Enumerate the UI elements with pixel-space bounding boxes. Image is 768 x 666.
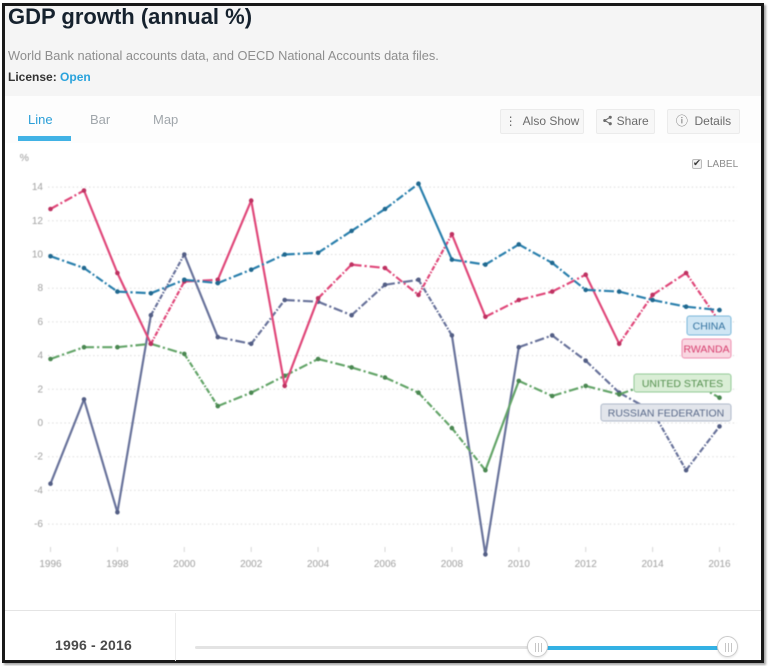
svg-text:10: 10 (32, 250, 44, 261)
svg-text:2010: 2010 (508, 559, 531, 570)
svg-text:6: 6 (37, 317, 43, 328)
svg-text:CHINA: CHINA (693, 320, 726, 332)
svg-text:2016: 2016 (708, 559, 731, 570)
svg-text:2002: 2002 (240, 559, 263, 570)
svg-text:RUSSIAN FEDERATION: RUSSIAN FEDERATION (608, 407, 724, 419)
svg-text:2004: 2004 (307, 559, 330, 570)
svg-text:%: % (20, 152, 29, 164)
svg-text:8: 8 (37, 283, 43, 294)
svg-text:14: 14 (32, 182, 44, 193)
svg-text:2: 2 (37, 384, 43, 395)
svg-text:2000: 2000 (173, 559, 196, 570)
svg-text:-4: -4 (34, 485, 43, 496)
svg-text:0: 0 (37, 418, 43, 429)
svg-text:2012: 2012 (575, 559, 598, 570)
svg-text:RWANDA: RWANDA (683, 343, 729, 355)
svg-text:1996: 1996 (39, 559, 62, 570)
svg-text:2006: 2006 (374, 559, 397, 570)
svg-text:12: 12 (32, 216, 44, 227)
svg-text:4: 4 (37, 351, 43, 362)
svg-text:2014: 2014 (641, 559, 664, 570)
svg-text:2008: 2008 (441, 559, 464, 570)
svg-text:-6: -6 (34, 519, 43, 530)
svg-text:UNITED STATES: UNITED STATES (642, 378, 723, 390)
svg-text:-2: -2 (34, 452, 43, 463)
svg-text:1998: 1998 (106, 559, 129, 570)
